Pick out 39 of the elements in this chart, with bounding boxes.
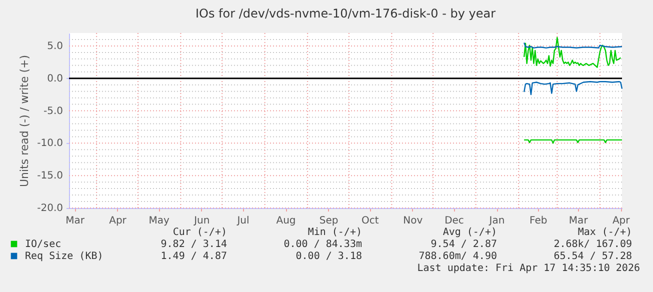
- y-tick-label: -20.0: [37, 203, 63, 214]
- x-tick-label: Jul: [236, 216, 250, 226]
- x-tick-label: Oct: [361, 216, 379, 226]
- text: Last update: Fri Apr 17 14:35:10 2026: [417, 263, 640, 274]
- text: 0.00 / 3.18: [296, 251, 362, 262]
- x-tick-label: Feb: [530, 216, 548, 226]
- x-tick-label: Jun: [193, 216, 210, 226]
- text: Cur (-/+): [172, 227, 227, 238]
- x-tick-label: Jan: [488, 216, 505, 226]
- y-tick-label: -5.0: [43, 106, 63, 117]
- x-tick-label: May: [148, 216, 170, 226]
- y-axis-title: Units read (-) / write (+): [18, 54, 31, 188]
- x-tick-label: Apr: [109, 216, 128, 226]
- x-tick-label: Aug: [276, 216, 296, 226]
- line-series: [523, 81, 623, 96]
- y-tick-label: -15.0: [37, 170, 63, 182]
- x-tick-label: Mar: [66, 216, 86, 226]
- text: Max (-/+): [578, 227, 632, 238]
- y-tick-label: -10.0: [37, 138, 63, 150]
- y-tick-label: 0.0: [47, 73, 63, 84]
- text: 0.00 / 84.33m: [284, 239, 362, 250]
- text: 1.49 / 4.87: [160, 251, 227, 262]
- x-tick-label: Sep: [319, 216, 338, 226]
- text: 2.68k/ 167.09: [554, 239, 632, 250]
- y-tick-label: 5.0: [47, 40, 63, 52]
- x-tick-label: Mar: [568, 216, 589, 226]
- x-tick-label: Apr: [612, 216, 631, 226]
- chart-title: IOs for /dev/vds-nvme-10/vm-176-disk-0 - by year: [195, 6, 496, 20]
- text: Avg (-/+): [442, 227, 497, 238]
- text: 9.54 / 2.87: [430, 239, 497, 250]
- text: 65.54 / 57.28: [554, 251, 632, 262]
- text: 9.82 / 3.14: [160, 239, 227, 250]
- legend-label: Req Size (KB): [25, 251, 104, 262]
- x-tick-label: Dec: [444, 216, 464, 226]
- x-tick-label: Nov: [403, 216, 423, 226]
- text: 788.60m/ 4.90: [418, 251, 497, 262]
- line-series: [523, 36, 622, 68]
- legend-label: IO/sec: [25, 239, 62, 250]
- text: Min (-/+): [308, 227, 362, 238]
